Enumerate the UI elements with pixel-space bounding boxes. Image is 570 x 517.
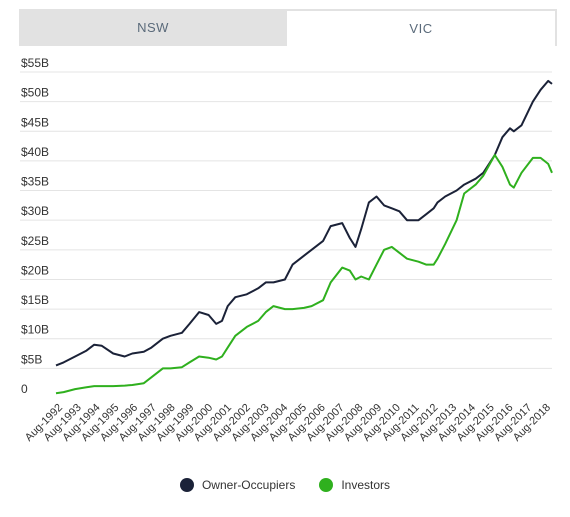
y-tick-label: $5B	[21, 352, 42, 366]
legend-item-investors[interactable]: Investors	[319, 478, 390, 492]
y-tick-label: 0	[21, 382, 28, 396]
y-tick-label: $20B	[21, 263, 49, 277]
legend-label: Investors	[341, 478, 391, 492]
y-tick-label: $50B	[21, 86, 49, 100]
y-tick-label: $30B	[21, 204, 49, 218]
state-tabs: NSW VIC	[19, 9, 557, 46]
y-tick-label: $10B	[21, 323, 49, 337]
legend: Owner-Occupiers Investors	[0, 478, 570, 492]
legend-label: Owner-Occupiers	[201, 478, 296, 492]
y-axis-labels: 0 $5B $10B $15B $20B $25B $30B $35B $40B $45B $50B…	[21, 56, 49, 396]
y-tick-label: $35B	[21, 175, 49, 189]
y-tick-label: $45B	[21, 115, 49, 129]
series-line-investors[interactable]	[55, 154, 553, 395]
owner-occupiers-swatch-icon	[179, 478, 194, 492]
tab-nsw[interactable]: NSW	[19, 9, 287, 46]
y-tick-label: $40B	[21, 145, 49, 159]
tab-vic[interactable]: VIC	[287, 9, 557, 46]
series-lines	[55, 79, 553, 395]
investors-swatch-icon	[319, 478, 334, 492]
grid-lines	[20, 71, 552, 369]
legend-item-owner-occupiers[interactable]: Owner-Occupiers	[179, 478, 296, 492]
y-tick-label: $15B	[21, 293, 49, 307]
y-tick-label: $25B	[21, 234, 49, 248]
x-axis-labels: Aug-1992Aug-1993Aug-1994Aug-1995Aug-1996…	[23, 402, 553, 444]
y-tick-label: $55B	[21, 56, 49, 70]
series-line-owner-occupiers[interactable]	[55, 79, 553, 367]
